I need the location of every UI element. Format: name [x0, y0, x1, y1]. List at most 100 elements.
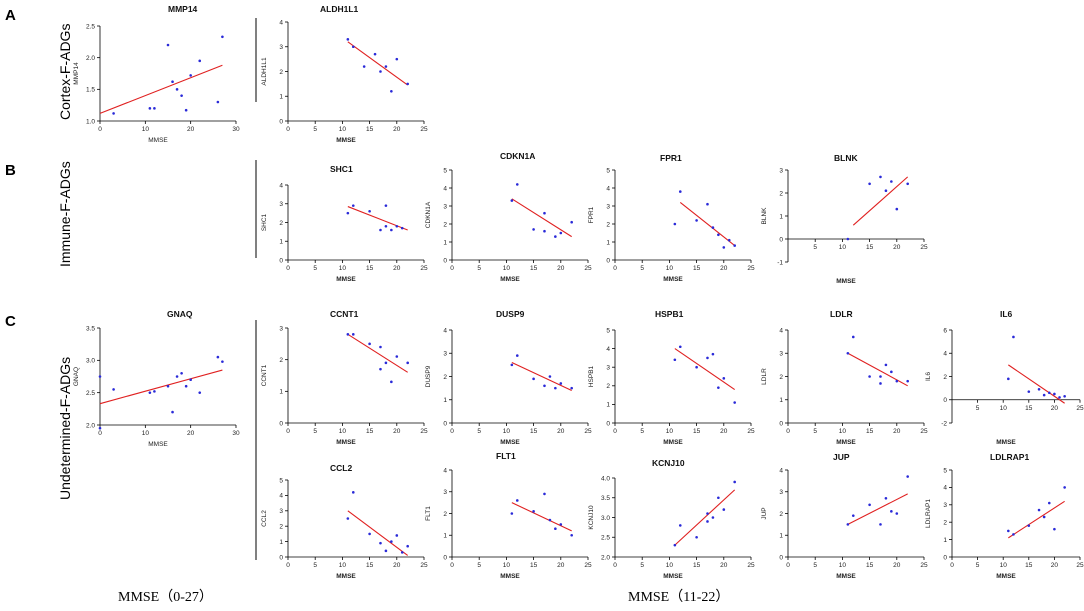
- data-point: [221, 35, 224, 39]
- chart-jup: JUP 0 1 2 3 4 0 5 10 15 20 25 MMSE JUP: [761, 452, 928, 580]
- y-tick-label: 2: [279, 524, 283, 531]
- x-tick-label: 10: [666, 265, 674, 272]
- y-axis-label: CCL2: [261, 510, 268, 527]
- x-tick-label: 10: [142, 430, 150, 437]
- data-point: [673, 543, 677, 547]
- data-point: [695, 365, 698, 369]
- data-point: [673, 222, 677, 226]
- y-tick-label: 0: [943, 397, 947, 404]
- chart-title: MMP14: [168, 4, 198, 14]
- regression-line: [674, 348, 735, 390]
- x-tick-label: 15: [693, 428, 701, 435]
- x-tick-label: 25: [747, 428, 755, 435]
- data-point: [148, 107, 152, 110]
- chart-dusp9: DUSP9 0 1 2 3 4 0 5 10 15 20 25 MMSE DUSP9: [425, 309, 592, 446]
- data-point: [733, 401, 736, 404]
- data-point: [846, 351, 850, 355]
- chart-flt1: FLT1 0 1 2 3 4 0 5 10 15 20 25 MMSE FLT1: [425, 451, 592, 580]
- data-point: [384, 361, 388, 365]
- y-tick-label: 1: [606, 239, 610, 246]
- data-point: [851, 514, 855, 517]
- data-point: [722, 508, 726, 511]
- data-point: [559, 523, 563, 526]
- y-tick-label: 0: [779, 554, 783, 561]
- y-tick-label: 2: [279, 69, 283, 76]
- x-tick-label: 5: [313, 428, 317, 435]
- y-tick-label: 2: [606, 383, 610, 390]
- x-tick-label: 25: [420, 126, 428, 133]
- x-tick-label: 20: [557, 428, 565, 435]
- data-point: [722, 377, 726, 380]
- data-point: [868, 375, 871, 378]
- data-point: [868, 503, 871, 507]
- x-tick-label: 10: [1000, 562, 1008, 569]
- x-axis-label: MMSE: [663, 276, 683, 283]
- data-point: [1027, 390, 1031, 393]
- chart-title: ALDH1L1: [320, 4, 359, 14]
- chart-il6: IL6 -2 0 2 4 6 5 10 15 20 25 MMSE IL6: [925, 309, 1084, 446]
- data-point: [515, 183, 519, 186]
- y-tick-label: 2: [779, 374, 783, 381]
- data-point: [384, 204, 388, 207]
- y-tick-label: 4: [606, 346, 610, 353]
- regression-line: [1008, 500, 1065, 539]
- y-axis-label: BLNK: [761, 207, 768, 225]
- data-point: [175, 88, 179, 91]
- chart-title: CDKN1A: [500, 151, 535, 161]
- y-tick-label: 4: [779, 327, 783, 334]
- y-tick-label: 5: [606, 167, 610, 174]
- y-tick-label: 5: [279, 477, 283, 484]
- y-tick-label: 3: [279, 508, 283, 515]
- data-point: [733, 480, 736, 484]
- x-tick-label: 5: [640, 428, 644, 435]
- data-point: [362, 65, 366, 68]
- data-point: [717, 496, 720, 500]
- y-tick-label: 2: [943, 520, 947, 527]
- y-tick-label: 1: [443, 397, 447, 404]
- x-tick-label: 0: [286, 126, 290, 133]
- chart-title: IL6: [1000, 309, 1013, 319]
- y-axis-label: SHC1: [261, 213, 268, 231]
- x-tick-label: 5: [313, 562, 317, 569]
- x-tick-label: 0: [98, 430, 102, 437]
- x-axis-label: MMSE: [148, 441, 168, 448]
- y-tick-label: 0: [443, 257, 447, 264]
- data-point: [379, 367, 382, 371]
- y-tick-label: 5: [443, 167, 447, 174]
- row-label-cortex: Cortex-F-ADGs: [57, 24, 73, 120]
- data-point: [1047, 501, 1051, 505]
- x-tick-label: 30: [232, 430, 240, 437]
- chart-title: FPR1: [660, 153, 682, 163]
- data-point: [395, 355, 399, 358]
- y-tick-label: 1: [279, 539, 283, 546]
- data-point: [678, 524, 682, 527]
- x-tick-label: 5: [813, 244, 817, 251]
- x-tick-label: 25: [1076, 562, 1084, 569]
- y-axis-label: GNAQ: [73, 367, 80, 386]
- chart-title: LDLRAP1: [990, 452, 1029, 462]
- data-point: [171, 410, 174, 414]
- y-tick-label: 3.0: [601, 515, 610, 522]
- data-point: [543, 492, 546, 496]
- y-tick-label: 5: [943, 467, 947, 474]
- data-point: [695, 535, 698, 539]
- data-point: [884, 189, 888, 192]
- x-tick-label: 20: [1051, 405, 1059, 412]
- y-tick-label: 3: [943, 502, 947, 509]
- row-label-undetermined: Undetermined-F-ADGs: [57, 357, 73, 500]
- x-tick-label: 25: [584, 428, 592, 435]
- data-point: [695, 219, 698, 222]
- y-tick-label: 1: [443, 533, 447, 540]
- data-point: [548, 518, 552, 522]
- regression-line: [99, 64, 223, 114]
- x-tick-label: 15: [693, 265, 701, 272]
- data-point: [906, 475, 909, 478]
- x-axis-label: MMSE: [836, 573, 856, 580]
- y-tick-label: 2.5: [601, 535, 610, 542]
- data-point: [346, 38, 350, 41]
- x-tick-label: 20: [187, 430, 195, 437]
- x-tick-label: 15: [366, 265, 374, 272]
- x-tick-label: 15: [693, 562, 701, 569]
- x-tick-label: 0: [286, 428, 290, 435]
- y-axis-label: FLT1: [425, 506, 432, 521]
